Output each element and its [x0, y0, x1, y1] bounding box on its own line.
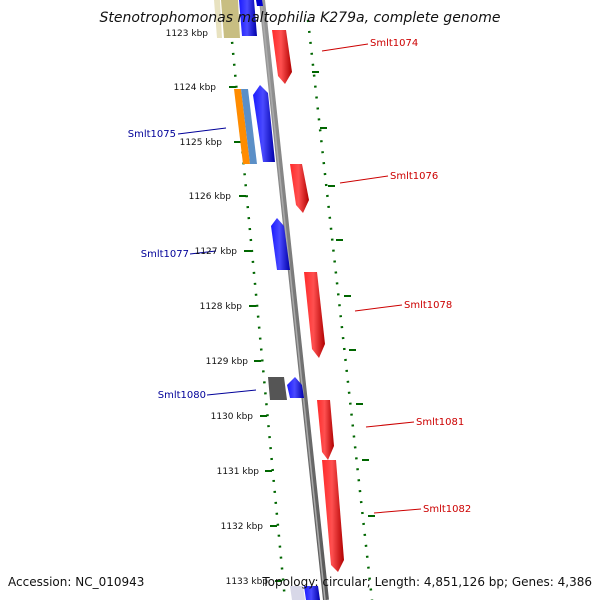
gene-smlt1080-arrow[interactable] — [287, 377, 304, 398]
gene-label-smlt1076[interactable]: Smlt1076 — [390, 171, 438, 182]
tick-label: 1129 kbp — [206, 357, 249, 367]
gene-label-smlt1075[interactable]: Smlt1075 — [128, 129, 176, 140]
gene-smlt1082-arrow[interactable] — [322, 460, 344, 572]
gene-label-smlt1080[interactable]: Smlt1080 — [158, 390, 206, 401]
tick-label: 1130 kbp — [211, 412, 254, 422]
gene-label-smlt1078[interactable]: Smlt1078 — [404, 300, 452, 311]
gene-smlt1075-orange-bar[interactable] — [234, 89, 250, 164]
scale-ticks — [224, 31, 375, 582]
gene-bottom-pale[interactable] — [290, 586, 305, 600]
gc-dotted-line-left — [228, 19, 287, 600]
genome-backbone-highlight — [260, 0, 326, 600]
tick-label: 1124 kbp — [174, 83, 217, 93]
label-connector — [189, 250, 217, 255]
gene-smlt1078-arrow[interactable] — [304, 272, 325, 358]
gene-reverse-bottom[interactable] — [304, 586, 320, 600]
label-connector — [321, 43, 369, 52]
label-connector — [206, 389, 257, 396]
tick-label: 1132 kbp — [221, 522, 264, 532]
tick-label: 1127 kbp — [195, 247, 238, 257]
label-connector — [177, 127, 227, 135]
label-connector — [354, 304, 403, 312]
genome-backbone — [259, 0, 329, 600]
gene-feature-pale[interactable] — [214, 0, 222, 38]
gene-smlt1075-arrow[interactable] — [253, 85, 275, 162]
tick-label: 1126 kbp — [189, 192, 232, 202]
gene-reverse-top-right[interactable] — [256, 0, 263, 6]
tick-label: 1125 kbp — [180, 138, 223, 148]
gene-label-smlt1077[interactable]: Smlt1077 — [141, 249, 189, 260]
gene-smlt1075-steelblue-bar[interactable] — [241, 89, 257, 164]
footer-topology: Topology: circular; Length: 4,851,126 bp… — [261, 575, 592, 589]
gene-smlt1080-gray[interactable] — [268, 377, 287, 400]
label-connector — [373, 508, 422, 514]
gene-reverse-top[interactable] — [239, 0, 257, 36]
gene-smlt1074-arrow[interactable] — [272, 30, 292, 84]
tick-label: 1123 kbp — [166, 29, 209, 39]
gene-label-smlt1074[interactable]: Smlt1074 — [370, 38, 418, 49]
tick-label: 1128 kbp — [200, 302, 243, 312]
gene-label-smlt1081[interactable]: Smlt1081 — [416, 417, 464, 428]
gene-smlt1081-arrow[interactable] — [317, 400, 334, 460]
tick-label: 1133 kbp — [226, 577, 269, 587]
map-title: Stenotrophomonas maltophilia K279a, comp… — [100, 10, 501, 26]
footer-accession: Accession: NC_010943 — [8, 575, 144, 589]
label-connector — [339, 175, 389, 184]
gene-smlt1077-arrow[interactable] — [271, 218, 290, 270]
gene-feature-khaki[interactable] — [221, 0, 240, 38]
gene-label-smlt1082[interactable]: Smlt1082 — [423, 504, 471, 515]
label-connector — [365, 421, 415, 428]
tick-label: 1131 kbp — [217, 467, 260, 477]
gene-smlt1076-arrow[interactable] — [290, 164, 309, 213]
